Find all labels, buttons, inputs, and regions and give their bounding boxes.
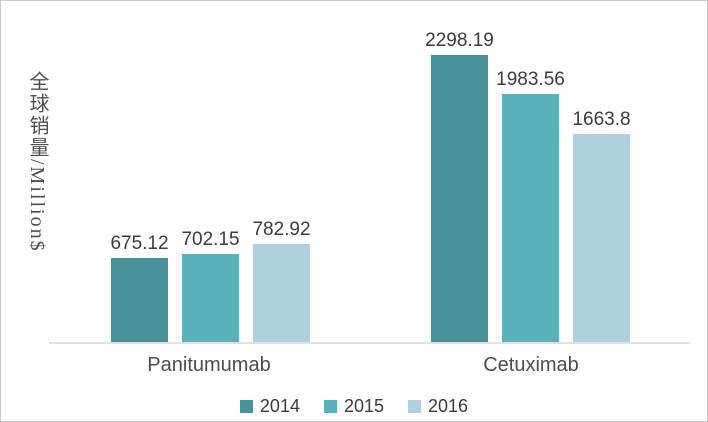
bar-item-2016-cetuximab: 1663.8 — [572, 109, 631, 342]
legend-swatch-icon — [239, 399, 253, 413]
y-axis-title: 全球销量/Million$ — [26, 71, 48, 253]
bar-2015-cetuximab — [502, 94, 559, 342]
legend-item-2016: 2016 — [408, 397, 468, 415]
plot-area: 675.12 702.15 782.92 2298.19 1983.56 1663.8 — [49, 30, 690, 344]
legend-label: 2014 — [259, 396, 300, 416]
bar-value-label: 1983.56 — [496, 69, 565, 90]
bar-value-label: 702.15 — [181, 229, 240, 250]
bar-item-2016-panitumumab: 782.92 — [252, 219, 311, 342]
bar-group-cetuximab: 2298.19 1983.56 1663.8 — [425, 31, 631, 342]
bar-item-2014-panitumumab: 675.12 — [110, 233, 169, 342]
bar-2014-panitumumab — [111, 258, 168, 342]
legend-swatch-icon — [323, 399, 337, 413]
bar-value-label: 1663.8 — [572, 109, 631, 130]
bar-item-2015-panitumumab: 702.15 — [181, 229, 240, 342]
legend: 2014 2015 2016 — [1, 397, 707, 415]
x-axis-label-cetuximab: Cetuximab — [483, 354, 579, 376]
bar-2016-panitumumab — [253, 244, 310, 342]
bar-item-2014-cetuximab: 2298.19 — [425, 31, 494, 342]
bar-item-2015-cetuximab: 1983.56 — [496, 70, 565, 342]
legend-item-2015: 2015 — [323, 396, 385, 416]
bar-value-label: 782.92 — [252, 219, 311, 240]
legend-label: 2016 — [428, 396, 469, 416]
legend-item-2014: 2014 — [239, 396, 300, 416]
bar-2015-panitumumab — [182, 254, 239, 342]
bar-2016-cetuximab — [573, 134, 630, 342]
bar-2014-cetuximab — [431, 55, 488, 342]
bar-value-label: 675.12 — [110, 233, 169, 254]
legend-swatch-icon — [408, 399, 422, 413]
x-axis-label-panitumumab: Panitumumab — [147, 354, 271, 376]
bar-value-label: 2298.19 — [425, 30, 494, 51]
legend-label: 2015 — [343, 396, 385, 416]
bar-group-panitumumab: 675.12 702.15 782.92 — [110, 219, 311, 342]
